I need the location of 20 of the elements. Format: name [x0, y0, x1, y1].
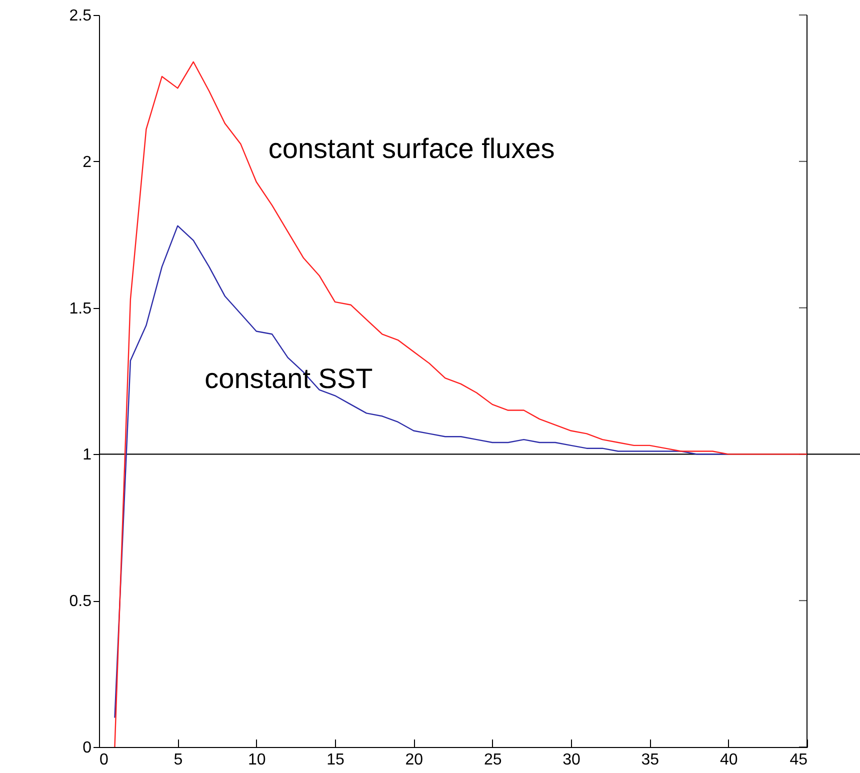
y-tick-label: 0 [82, 740, 92, 756]
y-tick-label: 1.5 [69, 300, 92, 318]
line-series [114, 61, 808, 748]
x-tick-label: 20 [405, 752, 424, 768]
series-label: constant SST [204, 362, 373, 394]
x-tick-label: 25 [484, 752, 502, 768]
x-tick-label: 0 [100, 752, 108, 768]
x-tick-label: 35 [641, 752, 660, 768]
x-tick-label: 45 [790, 752, 808, 768]
x-tick-label: 15 [326, 752, 344, 768]
x-tick-label: 10 [248, 752, 266, 768]
y-tick-label: 2 [82, 154, 92, 171]
x-tick-label: 30 [562, 752, 580, 768]
y-tick-label: 2.5 [69, 8, 92, 24]
line-series [114, 225, 729, 718]
y-tick-label: 1 [82, 446, 92, 464]
y-tick-label: 0.5 [69, 593, 92, 610]
x-tick-label: 5 [174, 752, 183, 768]
series-label: constant surface fluxes [268, 132, 555, 164]
x-tick-label: 40 [720, 752, 738, 768]
